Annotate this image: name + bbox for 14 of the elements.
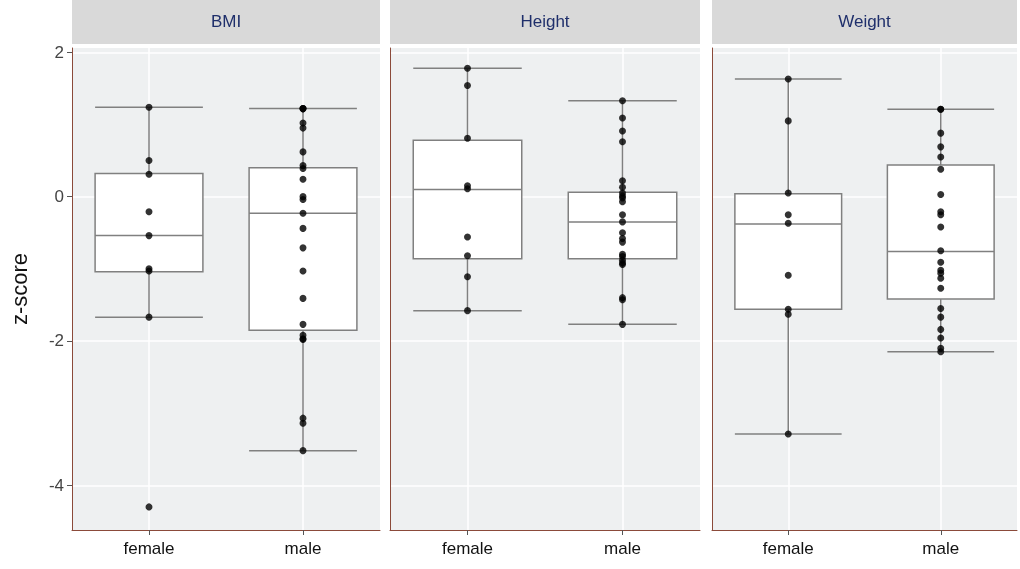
x-tick-label: female [123, 539, 175, 558]
x-tick-label: female [441, 539, 494, 558]
y-tick-label: -2 [48, 331, 64, 351]
y-tick-label: -4 [48, 475, 64, 495]
y-tick-label: 2 [54, 42, 64, 62]
x-tick-label: male [284, 539, 322, 558]
x-tick-label: male [604, 539, 641, 558]
chart-title: Weight [712, 0, 1017, 44]
chart-title: Height [390, 0, 700, 44]
y-tick-label: 0 [54, 187, 64, 207]
y-axis-title: z-score [6, 252, 32, 326]
x-tick-label: male [922, 539, 960, 558]
chart-title: BMI [72, 0, 380, 44]
x-tick-label: female [762, 539, 814, 558]
